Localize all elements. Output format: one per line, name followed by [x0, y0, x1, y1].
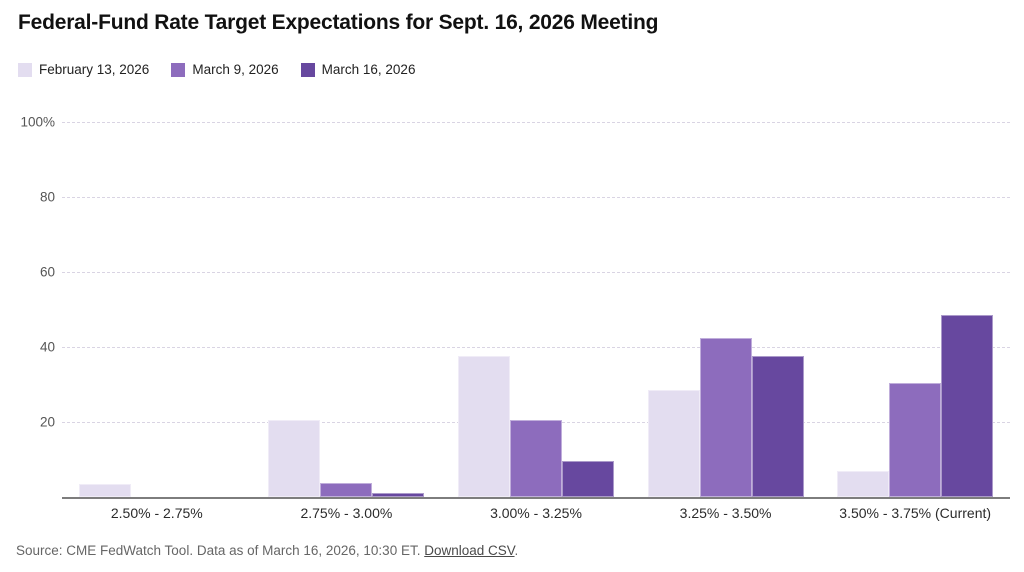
gridline — [62, 197, 1010, 198]
chart-title: Federal-Fund Rate Target Expectations fo… — [18, 11, 659, 34]
bar-series1-cat2 — [268, 420, 321, 497]
legend-swatch-icon — [300, 62, 315, 77]
bar-series3-cat4 — [751, 356, 804, 497]
gridline — [62, 122, 1010, 123]
y-tick-label: 20 — [39, 414, 55, 430]
bar-group-4 — [631, 122, 821, 497]
x-tick-label: 3.25% - 3.50% — [679, 505, 772, 521]
source-text: Source: CME FedWatch Tool. Data as of Ma… — [16, 543, 425, 558]
bar-series2-cat2 — [320, 483, 373, 497]
bar-group-2 — [252, 122, 442, 497]
download-csv-link[interactable]: Download CSV — [424, 543, 515, 558]
plot-area — [62, 122, 1010, 499]
bar-groups — [62, 122, 1010, 497]
y-tick-label: 100% — [20, 114, 55, 130]
legend-label: February 13, 2026 — [39, 62, 150, 77]
y-tick-label: 80 — [39, 189, 55, 205]
x-axis: 2.50% - 2.75% 2.75% - 3.00% 3.00% - 3.25% 3… — [62, 505, 1010, 521]
bar-group-5 — [820, 122, 1010, 497]
y-tick-label: 40 — [39, 339, 55, 355]
bar-series1-cat4 — [647, 390, 700, 497]
source-note: Source: CME FedWatch Tool. Data as of Ma… — [16, 543, 518, 558]
bar-series3-cat2 — [372, 492, 425, 497]
bar-group-1 — [62, 122, 252, 497]
source-text-suffix: . — [514, 543, 519, 558]
legend-swatch-icon — [18, 62, 32, 77]
bar-series3-cat5 — [941, 315, 994, 497]
legend-item-2: March 9, 2026 — [171, 62, 279, 77]
x-axis-baseline — [62, 497, 1010, 499]
y-axis: 100% 80 60 40 20 — [0, 115, 55, 497]
y-tick-label: 60 — [39, 264, 55, 280]
bar-series3-cat3 — [561, 461, 614, 497]
x-tick-label: 3.00% - 3.25% — [490, 505, 582, 521]
x-tick-label: 2.50% - 2.75% — [110, 505, 203, 521]
legend-item-1: February 13, 2026 — [18, 62, 149, 77]
legend: February 13, 2026 March 9, 2026 March 16, … — [18, 62, 415, 77]
bar-series1-cat3 — [457, 356, 510, 497]
gridline — [62, 347, 1010, 348]
x-tick-label: 2.75% - 3.00% — [300, 505, 393, 521]
legend-label: March 9, 2026 — [192, 62, 279, 77]
legend-item-3: March 16, 2026 — [300, 62, 416, 77]
bar-group-3 — [441, 122, 631, 497]
bar-series1-cat1 — [78, 483, 131, 497]
bar-series1-cat5 — [837, 470, 890, 497]
legend-label: March 16, 2026 — [321, 62, 416, 77]
gridline — [62, 272, 1010, 273]
bar-series2-cat3 — [509, 420, 562, 497]
legend-swatch-icon — [171, 62, 186, 77]
bar-series2-cat5 — [889, 382, 942, 497]
bar-series2-cat4 — [699, 337, 752, 497]
x-tick-label: 3.50% - 3.75% (Current) — [839, 505, 992, 521]
